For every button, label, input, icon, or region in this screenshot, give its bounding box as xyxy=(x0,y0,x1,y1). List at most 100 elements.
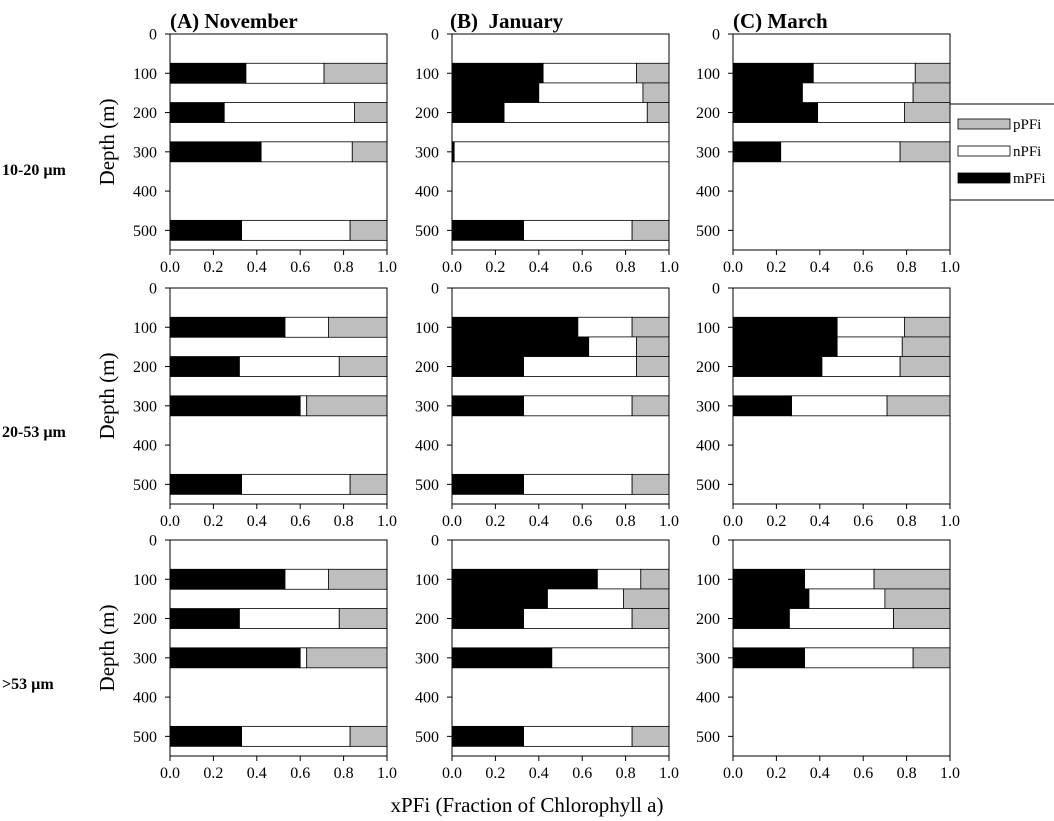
bar-segment-m-depth-100 xyxy=(732,316,838,338)
x-tick-label: 0.2 xyxy=(766,765,786,782)
bar-segment-p-depth-200 xyxy=(904,102,951,123)
bar-segment-m-depth-100 xyxy=(732,568,806,590)
y-tick-label: 100 xyxy=(133,572,157,589)
y-tick-label: 100 xyxy=(133,320,157,337)
x-tick-label: 1.0 xyxy=(377,513,397,530)
bar-segment-n-depth-500 xyxy=(523,725,633,747)
bar-segment-n-depth-500 xyxy=(523,473,633,495)
bar-segment-p-depth-200 xyxy=(893,608,951,629)
x-tick-label: 0.6 xyxy=(853,259,873,276)
row-label-20-53um: 20-53 µm xyxy=(2,424,67,441)
x-tick-label: 0.2 xyxy=(203,513,223,530)
bar-segment-m-depth-200 xyxy=(451,608,525,629)
panel-r1-c1: 0 100 200 300 400 500 0.0 0.2 0.4 0.6 0.8 1.0 xyxy=(415,281,679,531)
x-tick-label: 0.6 xyxy=(853,513,873,530)
x-tick-label: 0.0 xyxy=(723,765,743,782)
bar-segment-m-depth-200 xyxy=(451,356,525,377)
bar-segment-m-depth-200 xyxy=(169,356,240,377)
x-tick-label: 0.2 xyxy=(485,259,505,276)
x-tick-label: 0.6 xyxy=(572,765,592,782)
bar-segment-p-depth-150 xyxy=(884,588,951,610)
bar-segment-n-depth-500 xyxy=(241,725,351,747)
panel-frame xyxy=(451,539,670,757)
x-tick-label: 0.6 xyxy=(572,259,592,276)
x-tick-label: 0.8 xyxy=(897,765,917,782)
bar-segment-p-depth-100 xyxy=(328,316,388,338)
bar-segment-n-depth-500 xyxy=(523,219,633,241)
y-tick-label: 300 xyxy=(696,144,720,161)
bar-segment-m-depth-200 xyxy=(169,102,225,123)
y-tick-label: 300 xyxy=(696,650,720,667)
x-tick-label: 0.6 xyxy=(290,513,310,530)
panel-frame xyxy=(169,539,388,757)
x-tick-label: 0.4 xyxy=(247,765,267,782)
y-tick-label: 300 xyxy=(415,650,439,667)
bar-segment-m-depth-500 xyxy=(169,219,243,241)
y-tick-label: 400 xyxy=(696,690,720,707)
y-tick-label: 200 xyxy=(133,611,157,628)
y-tick-label: 300 xyxy=(415,398,439,415)
y-tick-label: 500 xyxy=(415,729,439,746)
y-tick-label: 100 xyxy=(415,572,439,589)
bar-segment-p-depth-150 xyxy=(636,336,670,358)
bar-segment-n-depth-200 xyxy=(503,102,648,123)
bar-segment-n-depth-100 xyxy=(596,568,642,590)
y-tick-label: 400 xyxy=(415,184,439,201)
x-tick-label: 0.6 xyxy=(290,765,310,782)
x-tick-label: 0.0 xyxy=(723,513,743,530)
legend-label-p: pPFi xyxy=(1013,117,1041,133)
bar-segment-m-depth-300 xyxy=(732,141,782,163)
y-tick-label: 0 xyxy=(431,27,439,44)
x-tick-label: 1.0 xyxy=(377,765,397,782)
y-tick-label: 400 xyxy=(415,690,439,707)
bar-segment-m-depth-150 xyxy=(451,588,548,610)
y-tick-label: 100 xyxy=(415,320,439,337)
y-tick-label: 0 xyxy=(149,533,157,550)
bar-segment-p-depth-500 xyxy=(631,725,670,747)
y-tick-label: 500 xyxy=(415,223,439,240)
bar-segment-n-depth-150 xyxy=(836,336,903,358)
bar-segment-p-depth-300 xyxy=(899,141,951,163)
y-tick-label: 500 xyxy=(133,223,157,240)
panel-r0-c0: 0 100 200 300 400 500 0.0 0.2 0.4 0.6 0.8 1.0 xyxy=(133,27,397,277)
bar-segment-m-depth-100 xyxy=(169,62,247,84)
bar-segment-n-depth-200 xyxy=(821,356,901,377)
bar-segment-n-depth-200 xyxy=(239,356,340,377)
y-tick-label: 400 xyxy=(415,438,439,455)
x-tick-label: 1.0 xyxy=(940,765,960,782)
column-title-march: (C) March xyxy=(733,9,828,33)
bar-segment-m-depth-500 xyxy=(169,725,243,747)
bar-segment-m-depth-150 xyxy=(451,336,590,358)
bar-segment-p-depth-150 xyxy=(623,588,670,610)
bar-segment-m-depth-200 xyxy=(732,608,790,629)
bar-segment-m-depth-300 xyxy=(169,395,301,417)
y-tick-label: 200 xyxy=(415,611,439,628)
bar-segment-m-depth-200 xyxy=(169,608,240,629)
x-tick-label: 0.4 xyxy=(247,259,267,276)
bar-segment-p-depth-150 xyxy=(642,82,670,104)
bar-segment-n-depth-150 xyxy=(547,588,624,610)
y-tick-label: 100 xyxy=(696,66,720,83)
bar-segment-p-depth-100 xyxy=(873,568,951,590)
x-tick-label: 0.2 xyxy=(203,765,223,782)
bar-segment-p-depth-100 xyxy=(904,316,951,338)
x-tick-label: 0.0 xyxy=(160,765,180,782)
column-title-november: (A) November xyxy=(170,9,298,33)
bar-segment-n-depth-100 xyxy=(245,62,325,84)
panel-r2-c1: 0 100 200 300 400 500 0.0 0.2 0.4 0.6 0.8 1.0 xyxy=(415,533,679,783)
row-label-10-20um: 10-20 µm xyxy=(2,162,67,179)
bar-segment-m-depth-500 xyxy=(451,219,525,241)
panel-r0-c1: 0 100 200 300 400 500 0.0 0.2 0.4 0.6 0.8 1.0 xyxy=(415,27,679,277)
bar-segment-n-depth-200 xyxy=(523,356,637,377)
column-title-january: (B) January xyxy=(450,9,564,33)
y-tick-label: 0 xyxy=(431,533,439,550)
y-tick-label: 200 xyxy=(415,359,439,376)
x-tick-label: 0.2 xyxy=(485,513,505,530)
y-tick-label: 500 xyxy=(696,729,720,746)
bar-segment-p-depth-100 xyxy=(640,568,670,590)
x-tick-label: 0.6 xyxy=(290,259,310,276)
x-tick-label: 0.8 xyxy=(334,259,354,276)
legend-swatch-p xyxy=(957,118,1011,130)
bar-segment-p-depth-300 xyxy=(886,395,951,417)
